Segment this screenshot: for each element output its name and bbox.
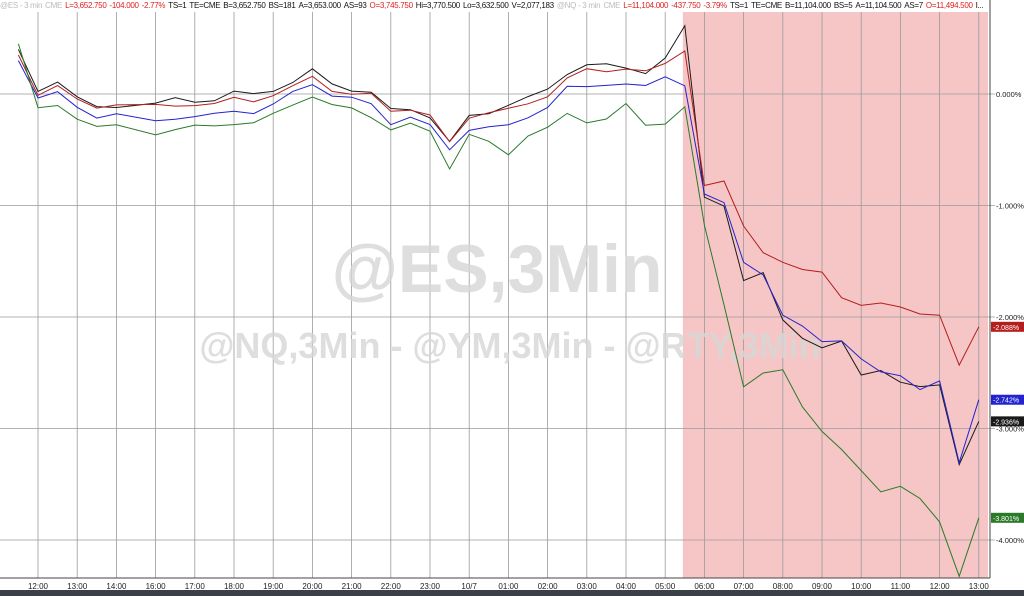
series-line [17,50,980,367]
x-tick-label: 23:00 [420,582,441,591]
es-open: O=3,745.750 [369,1,413,10]
x-tick-label: 01:00 [498,582,519,591]
y-tick-label: -1.000% [996,202,1024,211]
nq-exchange: CME [603,1,621,10]
nq-ts: TS=1 [729,1,749,10]
x-tick-label: 04:00 [616,582,637,591]
es-low: Lo=3,632.500 [462,1,509,10]
es-high: Hi=3,770.500 [415,1,461,10]
last-value-badge: -2.088% [991,321,1024,332]
last-value-label: -3.801% [993,516,1019,523]
last-value-labels: -2.936% -2.088% -2.742% -3.801% [991,321,1024,523]
es-change: -104.000 [109,1,139,10]
x-tick-label: 10:00 [851,582,872,591]
quote-header: @ES - 3 min CME L=3,652.750 -104.000 -2.77% T… [0,0,1024,12]
x-tick-label: 02:00 [538,582,559,591]
es-ask: A=3,653.000 [298,1,341,10]
es-as: AS=93 [343,1,367,10]
es-bid: B=3,652.750 [223,1,266,10]
x-tick-label: 14:00 [106,582,127,591]
series-line [17,60,980,465]
grid [0,12,995,578]
x-tick-label: 10/7 [461,582,477,591]
x-tick-label: 19:00 [263,582,284,591]
nq-bid: B=11,104.000 [784,1,831,10]
nq-symbol: @NQ - 3 min [556,1,601,10]
y-tick-label: 0.000% [996,90,1022,99]
x-tick-label: 12:00 [930,582,951,591]
es-last: L=3,652.750 [65,1,107,10]
series-line [17,24,980,467]
nq-last: L=11,104.000 [623,1,669,10]
x-tick-label: 05:00 [655,582,676,591]
last-value-label: -2.936% [993,419,1019,426]
nq-more: I... [975,1,984,10]
es-te: TE=CME [189,1,221,10]
x-tick-label: 13:00 [969,582,990,591]
last-value-label: -2.742% [993,398,1019,405]
last-value-label: -2.088% [993,325,1019,332]
y-tick-label: -4.000% [996,536,1024,545]
nq-change: -437.750 [671,1,701,10]
x-tick-label: 13:00 [67,582,88,591]
nq-as: AS=7 [904,1,923,10]
last-value-badge: -2.742% [991,394,1024,405]
nq-ask: A=11,104.500 [855,1,902,10]
x-tick-label: 03:00 [577,582,598,591]
x-axis: 12:00 13:00 14:00 16:00 17:00 18:00 19:00 20:00… [28,582,989,591]
watermark-sub: @NQ,3Min - @YM,3Min - @RTY,3Min [199,325,820,366]
y-axis: 0.000% -1.000% -2.000% -3.000% -4.000% [996,90,1024,545]
highlight-region [682,12,988,578]
es-vol: V=2,077,183 [511,1,555,10]
x-tick-label: 18:00 [224,582,245,591]
last-value-badge: -2.936% [991,416,1024,427]
series-line [17,43,980,578]
nq-te: TE=CME [751,1,782,10]
last-value-badge: -3.801% [991,512,1024,523]
es-exchange: CME [45,1,63,10]
bottom-bar [0,590,1024,596]
x-tick-label: 08:00 [773,582,794,591]
y-tick-label: -2.000% [996,313,1024,322]
nq-open: O=11,494.500 [925,1,973,10]
x-tick-label: 22:00 [381,582,402,591]
series-lines [17,24,980,578]
es-bs: BS=181 [268,1,296,10]
x-tick-label: 09:00 [812,582,833,591]
x-tick-label: 06:00 [694,582,715,591]
x-tick-label: 11:00 [891,582,911,591]
x-tick-label: 17:00 [185,582,206,591]
watermark-main: @ES,3Min [332,231,663,307]
es-pct: -2.77% [141,1,166,10]
x-tick-label: 21:00 [342,582,363,591]
es-symbol: @ES - 3 min [0,1,43,10]
es-ts: TS=1 [168,1,187,10]
x-tick-label: 07:00 [734,582,755,591]
y-tick-label: -3.000% [996,425,1024,434]
x-tick-label: 12:00 [28,582,49,591]
nq-bs: BS=5 [833,1,853,10]
nq-pct: -3.79% [703,1,727,10]
x-tick-label: 20:00 [302,582,323,591]
x-tick-label: 16:00 [146,582,167,591]
